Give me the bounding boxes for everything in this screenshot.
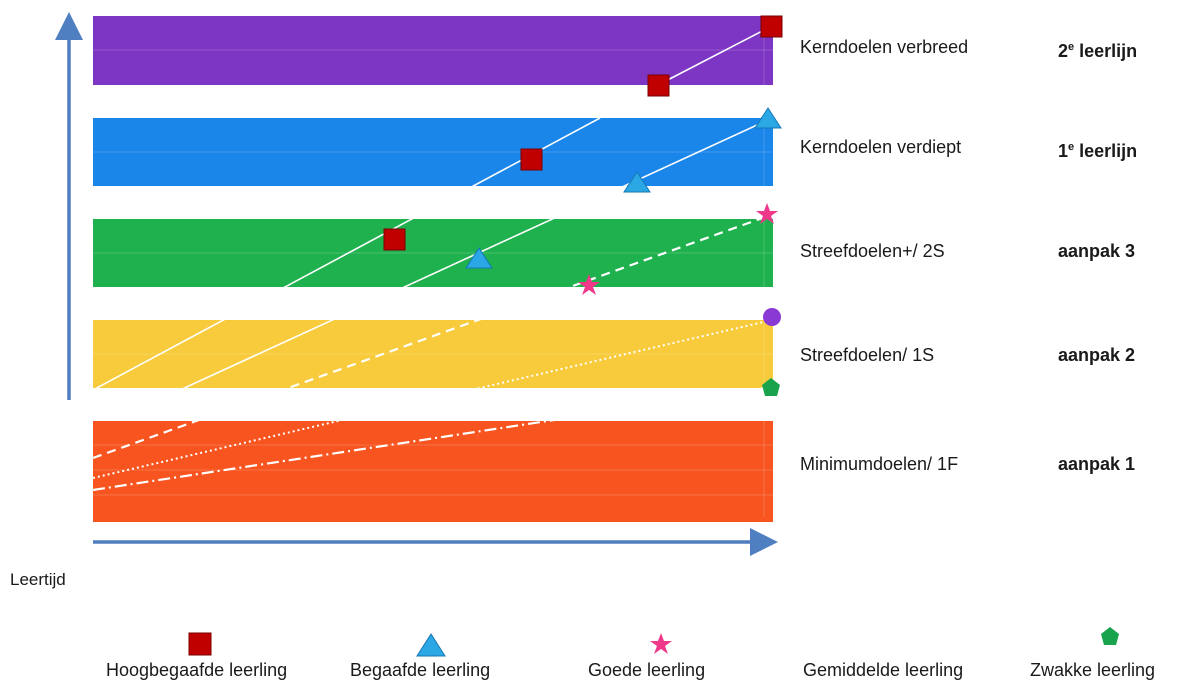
red-square-icon [188, 632, 212, 656]
legend-label-goede: Goede leerling [588, 660, 706, 680]
blue-triangle-icon [623, 171, 651, 193]
line-hoogbegaafd-top [657, 26, 771, 86]
band-label-kerndoelen-verbreed: Kerndoelen verbreed [800, 37, 969, 57]
band-label-streefdoelen-plus: Streefdoelen+/ 2S [800, 241, 945, 261]
band-label-kerndoelen-verdiept: Kerndoelen verdiept [800, 137, 962, 157]
pink-star-icon [578, 274, 600, 295]
legend-label-zwak: Zwakke leerling [1030, 660, 1156, 680]
track-label-aanpak-3: aanpak 3 [1058, 241, 1136, 261]
trajectory-lines [92, 26, 773, 492]
band-minimumdoelen [93, 421, 773, 522]
green-pentagon-icon [1101, 627, 1119, 645]
line-gemiddeld [92, 319, 773, 479]
red-square-icon [520, 148, 543, 171]
x-axis-label: Leertijd [10, 570, 66, 589]
legend-label-begaafd: Begaafde leerling [350, 660, 491, 680]
band-kerndoelen-verbreed [93, 16, 773, 85]
band-streefdoelen [93, 320, 773, 388]
track-label-1e-leerlijn: 1e leerlijn [1058, 141, 1138, 161]
blue-triangle-icon [754, 107, 782, 129]
legend-label-gemiddeld: Gemiddelde leerling [803, 660, 964, 680]
pink-star-icon [650, 633, 672, 654]
markers [383, 15, 783, 396]
legend-icons [188, 627, 1119, 657]
pink-star-icon [756, 203, 778, 224]
red-square-icon [647, 74, 670, 97]
red-square-icon [383, 228, 406, 251]
line-hoogbegaafd [92, 117, 601, 391]
legend-label-hoogbegaafd: Hoogbegaafde leerling [106, 660, 288, 680]
band-label-streefdoelen: Streefdoelen/ 1S [800, 345, 935, 365]
red-square-icon [760, 15, 783, 38]
purple-circle-icon [763, 308, 781, 326]
band-gridlines [93, 20, 773, 517]
bands [93, 16, 773, 522]
blue-triangle-icon [416, 633, 446, 657]
band-label-minimumdoelen: Minimumdoelen/ 1F [800, 454, 959, 474]
band-streefdoelen-plus [93, 219, 773, 287]
line-zwak [92, 386, 766, 492]
green-pentagon-icon [762, 378, 780, 396]
band-kerndoelen-verdiept [93, 118, 773, 186]
blue-triangle-icon [465, 247, 493, 269]
track-label-aanpak-1: aanpak 1 [1058, 454, 1136, 474]
track-label-2e-leerlijn: 2e leerlijn [1058, 41, 1138, 61]
track-label-aanpak-2: aanpak 2 [1058, 345, 1136, 365]
